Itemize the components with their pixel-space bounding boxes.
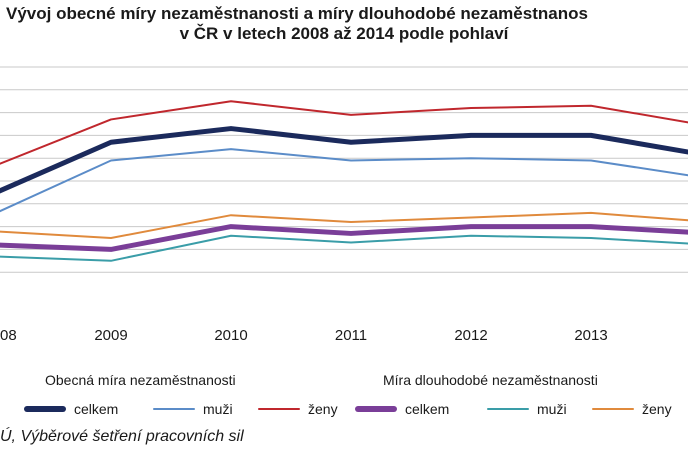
legend-swatch bbox=[355, 406, 397, 412]
series-line-3 bbox=[0, 224, 688, 252]
x-tick-label: 2011 bbox=[335, 327, 367, 344]
legend-label: ženy bbox=[642, 401, 672, 417]
legend-swatch bbox=[487, 408, 529, 410]
legend-group-obecna: Obecná míra nezaměstnanosti bbox=[45, 372, 236, 388]
chart-title-line-2: v ČR v letech 2008 až 2014 podle pohlaví bbox=[179, 24, 509, 43]
series-line-5 bbox=[0, 211, 688, 239]
legend-swatch bbox=[24, 406, 66, 412]
legend-group-dlouhodobe: Míra dlouhodobé nezaměstnanosti bbox=[383, 372, 598, 388]
x-tick-label: 08 bbox=[0, 327, 17, 344]
series-line-2 bbox=[0, 100, 688, 165]
x-tick-label: 2013 bbox=[574, 327, 607, 344]
legend-item-obecna-muzi: muži bbox=[153, 400, 233, 418]
legend-item-dlouhodobe-celkem: celkem bbox=[355, 400, 449, 418]
legend-label: muži bbox=[203, 401, 233, 417]
legend-item-obecna-zeny: ženy bbox=[258, 400, 338, 418]
source-note: Ú, Výběrové šetření pracovních sil bbox=[0, 428, 244, 445]
legend-label: celkem bbox=[405, 401, 450, 417]
legend-label: celkem bbox=[74, 401, 119, 417]
x-tick-label: 2012 bbox=[454, 327, 487, 344]
legend-item-dlouhodobe-zeny: ženy bbox=[592, 400, 672, 418]
series-line-0 bbox=[0, 126, 688, 194]
chart-title-line-1: Vývoj obecné míry nezaměstnanosti a míry… bbox=[6, 4, 588, 23]
legend-label: muži bbox=[537, 401, 567, 417]
legend-swatch bbox=[258, 408, 300, 410]
legend-swatch bbox=[153, 408, 195, 410]
legend-item-dlouhodobe-muzi: muži bbox=[487, 400, 567, 418]
series-line-4 bbox=[0, 234, 688, 262]
x-axis-tick-labels: 08 2009 2010 2011 2012 2013 bbox=[0, 327, 608, 344]
series-line-1 bbox=[0, 148, 688, 213]
legend-label: ženy bbox=[308, 401, 338, 417]
x-tick-label: 2009 bbox=[94, 327, 127, 344]
series-lines bbox=[0, 100, 688, 262]
x-tick-label: 2010 bbox=[214, 327, 247, 344]
legend-item-obecna-celkem: celkem bbox=[24, 400, 118, 418]
legend-swatch bbox=[592, 408, 634, 410]
